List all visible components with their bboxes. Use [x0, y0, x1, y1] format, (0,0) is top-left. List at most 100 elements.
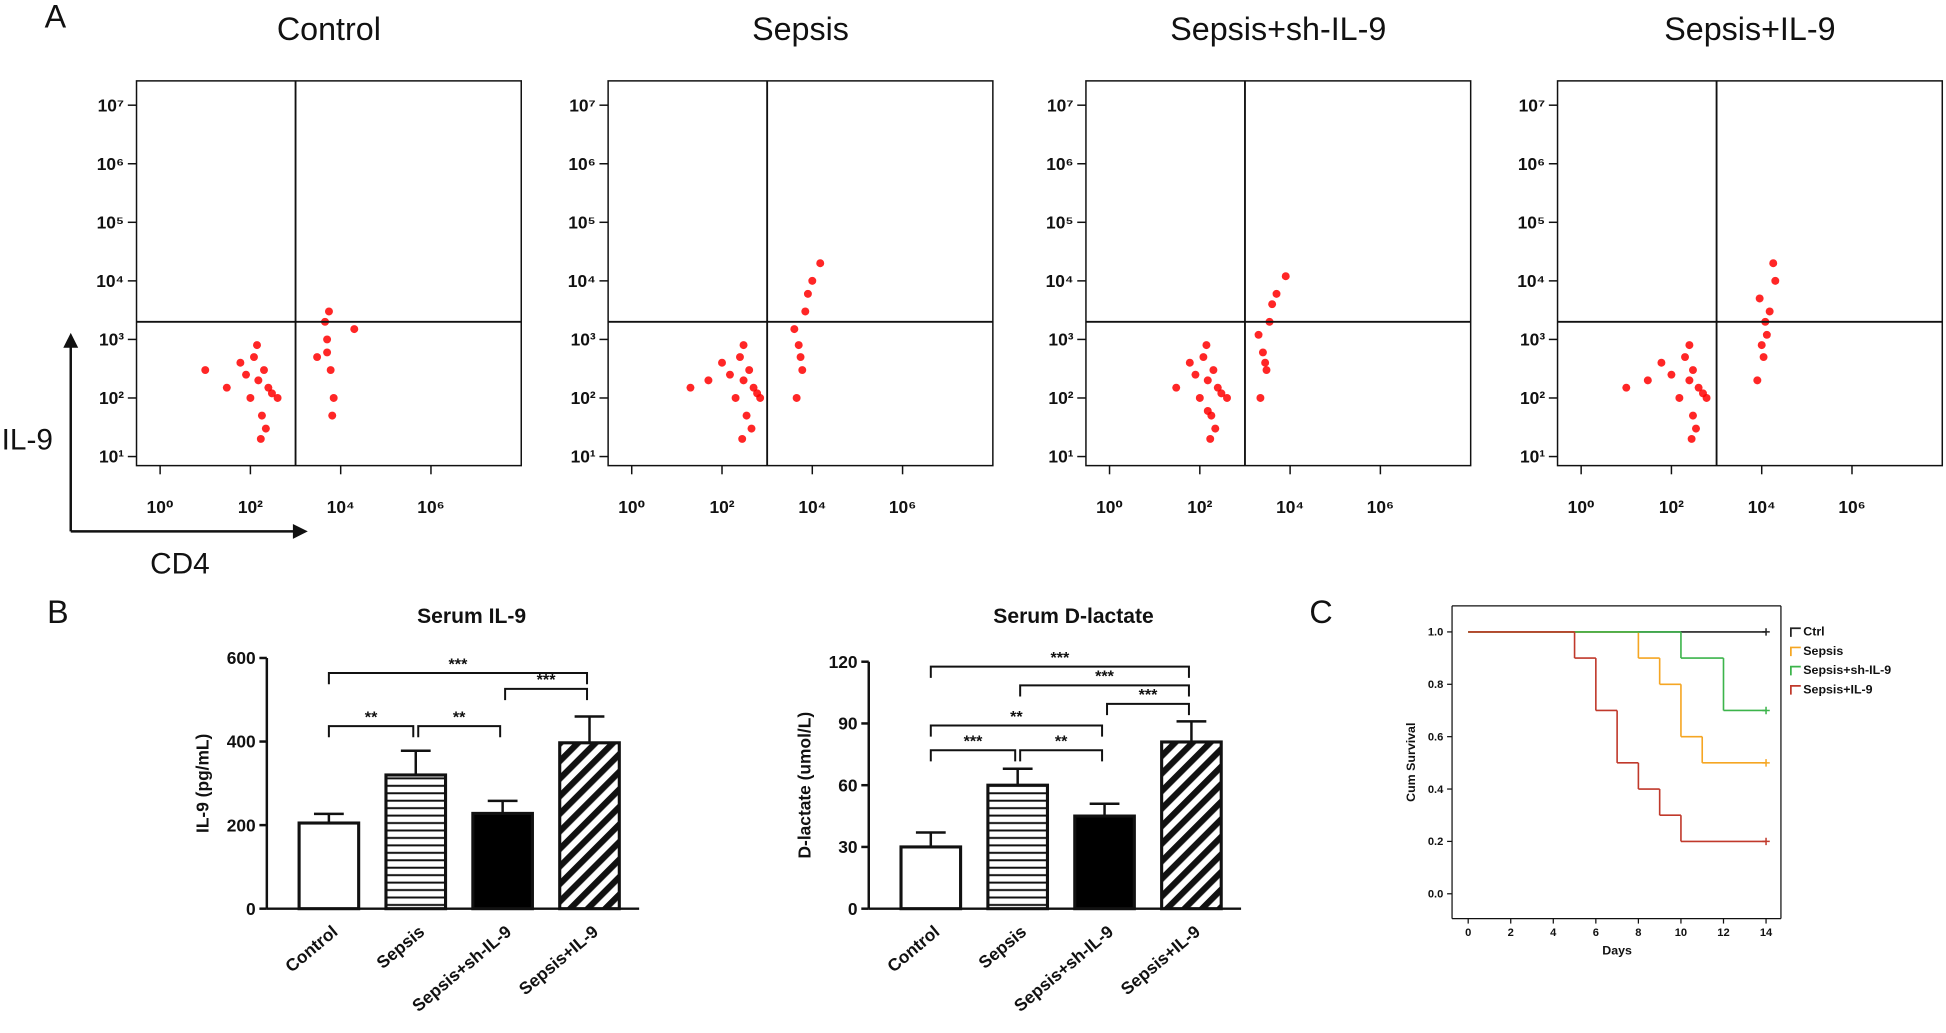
y-tick-label: 0.4 — [1428, 784, 1444, 796]
x-tick-label: 10 — [1675, 927, 1687, 939]
y-tick-label: 10⁵ — [1046, 213, 1073, 233]
y-tick-label: 10⁵ — [1518, 213, 1545, 233]
x-tick-label: 12 — [1717, 927, 1729, 939]
event-dot — [749, 383, 758, 392]
significance-label: *** — [964, 732, 984, 750]
censor-mark — [1762, 706, 1770, 715]
event-dot — [1622, 383, 1631, 392]
event-dot — [1771, 276, 1780, 285]
event-dot — [323, 335, 332, 344]
event-dot — [326, 366, 335, 375]
bar — [899, 845, 963, 911]
y-tick-label: 10² — [571, 388, 596, 408]
plot-frame — [1085, 80, 1472, 467]
x-tick-label: 10⁴ — [1276, 497, 1304, 517]
arrow-head — [63, 332, 79, 348]
event-dot — [1206, 434, 1215, 443]
y-tick-label: 0.0 — [1428, 889, 1444, 901]
panel-label: C — [1309, 594, 1332, 630]
x-tick-label: 2 — [1508, 927, 1514, 939]
event-dot — [1692, 424, 1700, 433]
event-dot — [738, 434, 747, 443]
event-dot — [1217, 389, 1226, 398]
significance-bracket — [929, 665, 1190, 678]
y-tick-label: 600 — [227, 648, 256, 668]
x-tick-label: 10² — [1187, 497, 1212, 517]
event-dot — [1769, 259, 1778, 268]
event-dot — [725, 370, 734, 379]
plot-frame — [135, 80, 522, 467]
event-dot — [256, 434, 265, 443]
arrow-head — [292, 523, 308, 539]
event-dot — [257, 411, 266, 420]
y-tick-label: 10⁴ — [1046, 271, 1074, 291]
event-dot — [1759, 353, 1768, 362]
censor-mark — [1762, 628, 1770, 636]
event-dot — [801, 307, 810, 316]
event-dot — [1254, 330, 1263, 339]
y-tick-label: 10¹ — [1520, 447, 1545, 467]
event-dot — [1195, 394, 1204, 402]
y-axis-label: D-lactate (umol/L) — [794, 712, 814, 859]
significance-bracket — [1106, 702, 1190, 716]
y-tick-label: 10¹ — [571, 447, 596, 467]
event-dot — [736, 353, 744, 362]
event-dot — [1675, 394, 1684, 402]
x-tick-label: 4 — [1550, 927, 1557, 939]
y-tick-label: 0 — [848, 899, 858, 919]
plot-frame — [607, 80, 994, 467]
event-dot — [236, 358, 245, 367]
event-dot — [1256, 394, 1265, 402]
significance-bracket — [929, 724, 1104, 737]
y-tick-label: 10⁴ — [96, 271, 124, 291]
event-dot — [261, 424, 270, 433]
x-tick-label: Sepsis+IL-9 — [1117, 921, 1204, 999]
event-dot — [250, 353, 258, 362]
event-dot — [222, 383, 231, 392]
event-dot — [1272, 289, 1281, 298]
significance-bracket — [504, 687, 589, 701]
y-tick-label: 10⁷ — [1047, 95, 1073, 115]
significance-label: *** — [1050, 649, 1070, 667]
event-dot — [264, 383, 273, 392]
legend-label: Sepsis+sh-IL-9 — [1803, 663, 1891, 677]
bar — [1160, 740, 1223, 911]
event-dot — [1681, 353, 1689, 362]
event-dot — [1203, 376, 1212, 385]
y-tick-label: 10¹ — [1048, 447, 1073, 467]
y-tick-label: 10⁷ — [569, 95, 595, 115]
event-dot — [1203, 407, 1212, 415]
significance-label: *** — [1139, 686, 1159, 704]
event-dot — [756, 394, 765, 402]
event-dot — [1657, 358, 1666, 367]
y-tick-label: 0 — [246, 899, 256, 919]
significance-bracket — [1019, 684, 1190, 697]
event-dot — [328, 411, 337, 420]
event-dot — [742, 411, 751, 420]
event-dot — [313, 353, 322, 362]
chart-title: Serum IL-9 — [417, 605, 526, 628]
event-dot — [1258, 348, 1267, 357]
event-dot — [1694, 383, 1703, 392]
x-tick-label: 10⁶ — [1367, 497, 1394, 517]
x-tick-label: 10⁴ — [798, 497, 826, 517]
event-dot — [816, 259, 825, 268]
x-tick-label: 10⁶ — [417, 497, 444, 517]
x-tick-label: 10⁴ — [327, 497, 355, 517]
event-dot — [201, 366, 210, 375]
chart-title: Serum D-lactate — [993, 605, 1153, 628]
y-tick-label: 0.2 — [1428, 836, 1444, 848]
y-tick-label: 30 — [838, 837, 857, 857]
y-tick-label: 400 — [227, 732, 256, 752]
significance-bracket — [417, 725, 502, 738]
censor-mark — [1762, 837, 1770, 846]
event-dot — [324, 307, 333, 316]
y-tick-label: 10⁴ — [1517, 271, 1545, 291]
event-dot — [1268, 300, 1277, 309]
bar — [1073, 814, 1136, 911]
event-dot — [1643, 376, 1652, 385]
x-tick-label: 0 — [1465, 927, 1471, 939]
event-dot — [350, 325, 359, 334]
bar — [384, 773, 448, 911]
